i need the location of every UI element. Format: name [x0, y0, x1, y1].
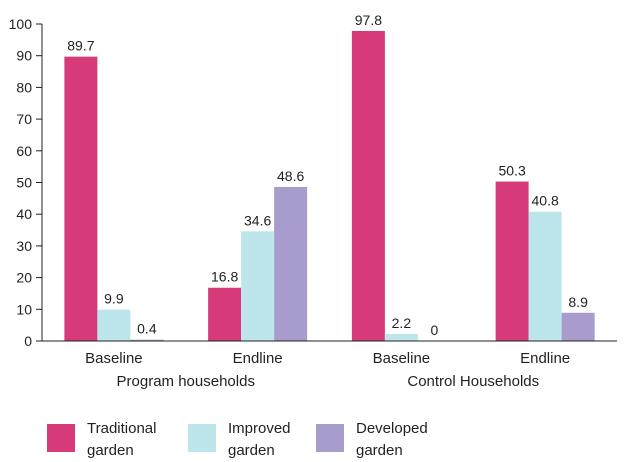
y-tick-label: 50 [16, 175, 32, 191]
bars [64, 30, 595, 341]
y-tick-label: 40 [16, 206, 32, 222]
bar-developed [130, 339, 164, 341]
x-category-label: Baseline [85, 350, 143, 367]
bar-traditional [208, 287, 242, 341]
bar-developed [274, 186, 308, 341]
y-axis: 0 10 20 30 40 50 60 70 80 90 100 [9, 16, 43, 349]
bar-value-label: 2.2 [392, 315, 412, 331]
bar-value-label: 34.6 [244, 212, 271, 228]
x-axis: Baseline Endline Baseline Endline Program ho… [42, 340, 617, 390]
bar-value-label: 89.7 [67, 38, 94, 54]
y-tick-label: 80 [16, 79, 32, 95]
bar-value-label: 16.8 [211, 269, 238, 285]
x-category-label: Endline [520, 350, 570, 367]
y-tick-label: 100 [9, 16, 33, 32]
bar-value-label: 48.6 [277, 168, 304, 184]
bar-value-label: 9.9 [104, 291, 124, 307]
bar-traditional [351, 30, 385, 341]
x-group-label: Control Households [407, 373, 539, 390]
bar-improved [97, 309, 131, 341]
y-tick-label: 10 [16, 301, 32, 317]
bar-improved [384, 334, 418, 341]
y-tick-label: 20 [16, 270, 32, 286]
bar-value-label: 8.9 [568, 294, 588, 310]
y-tick-label: 90 [16, 48, 32, 64]
bar-traditional [64, 56, 98, 341]
bar-value-label: 97.8 [355, 12, 382, 28]
bar-traditional [495, 181, 529, 341]
y-tick-label: 60 [16, 143, 32, 159]
x-group-label: Program households [117, 373, 255, 390]
bar-improved [528, 211, 562, 341]
y-tick-label: 30 [16, 238, 32, 254]
bar-value-label: 50.3 [499, 163, 526, 179]
x-category-label: Endline [233, 350, 283, 367]
bar-developed [561, 312, 595, 341]
x-category-label: Baseline [373, 350, 431, 367]
y-tick-label: 0 [24, 333, 32, 349]
bar-improved [241, 231, 275, 341]
value-labels: 89.7 9.9 0.4 16.8 34.6 48.6 97.8 2.2 0 50.3 40.8 8.… [67, 12, 588, 338]
bar-value-label: 0 [430, 322, 438, 338]
y-tick-label: 70 [16, 111, 32, 127]
bar-value-label: 40.8 [532, 193, 559, 209]
bar-value-label: 0.4 [137, 321, 157, 337]
